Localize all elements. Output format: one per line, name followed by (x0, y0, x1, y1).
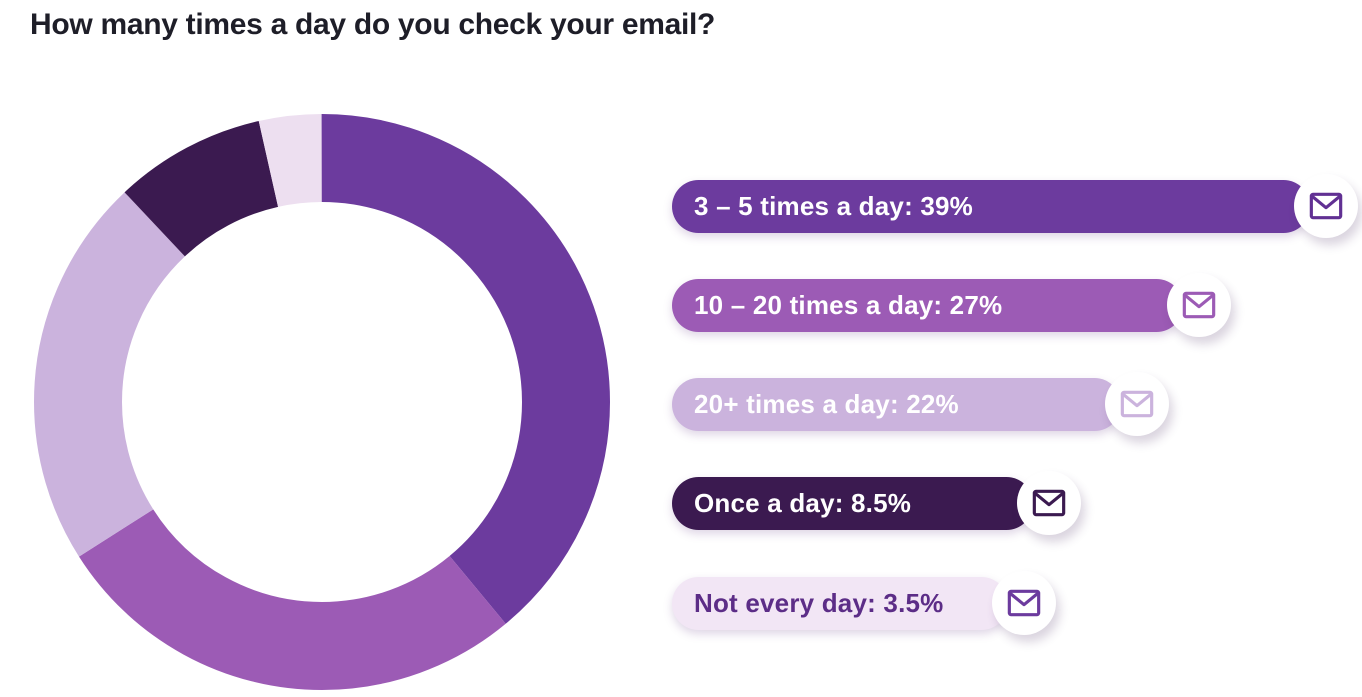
envelope-icon (1182, 291, 1216, 319)
donut-segment-1 (34, 114, 610, 690)
envelope-badge (1017, 471, 1081, 535)
envelope-icon (1120, 390, 1154, 418)
legend-row: Once a day: 8.5% (672, 471, 1081, 535)
legend-bar: 10 – 20 times a day: 27% (672, 279, 1183, 332)
envelope-badge (1294, 174, 1358, 238)
legend-label: Not every day: 3.5% (694, 588, 944, 618)
page-title: How many times a day do you check your e… (30, 8, 716, 41)
envelope-badge (1167, 273, 1231, 337)
legend-row: Not every day: 3.5% (672, 571, 1056, 635)
envelope-icon (1007, 589, 1041, 617)
legend-bar: Once a day: 8.5% (672, 477, 1033, 530)
legend-bar: 3 – 5 times a day: 39% (672, 180, 1310, 233)
donut-chart (34, 114, 610, 690)
donut-segment-4 (34, 114, 610, 690)
legend-label: 10 – 20 times a day: 27% (694, 290, 1003, 320)
legend-row: 3 – 5 times a day: 39% (672, 174, 1358, 238)
legend-label: Once a day: 8.5% (694, 488, 912, 518)
envelope-badge (1105, 372, 1169, 436)
envelope-icon (1032, 489, 1066, 517)
legend-row: 20+ times a day: 22% (672, 372, 1169, 436)
donut-segment-2 (34, 114, 610, 690)
envelope-badge (992, 571, 1056, 635)
legend-bar: Not every day: 3.5% (672, 577, 1008, 630)
legend-bar: 20+ times a day: 22% (672, 378, 1121, 431)
legend-label: 20+ times a day: 22% (694, 389, 959, 419)
legend-label: 3 – 5 times a day: 39% (694, 191, 973, 221)
legend-row: 10 – 20 times a day: 27% (672, 273, 1231, 337)
envelope-icon (1309, 192, 1343, 220)
